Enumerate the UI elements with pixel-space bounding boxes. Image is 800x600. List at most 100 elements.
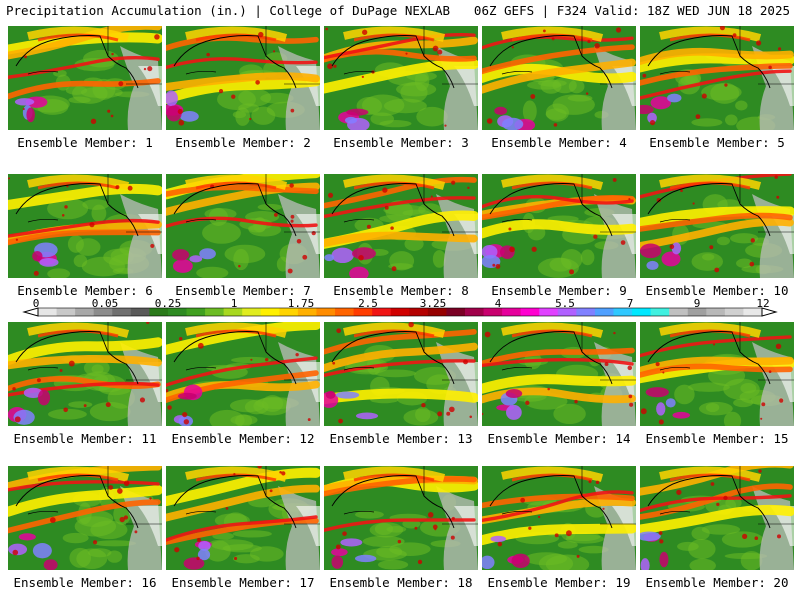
colorbar-swatch xyxy=(149,308,169,316)
colorbar-swatch xyxy=(446,308,466,316)
colorbar-tick-label: 0 xyxy=(32,297,40,310)
precip-map xyxy=(166,466,320,570)
precip-map xyxy=(324,322,478,426)
ensemble-member-label: Ensemble Member: 6 xyxy=(17,283,153,298)
ensemble-member-label: Ensemble Member: 12 xyxy=(171,431,315,446)
ensemble-member-label: Ensemble Member: 13 xyxy=(329,431,473,446)
colorbar-swatch xyxy=(650,308,670,316)
ensemble-member-label: Ensemble Member: 14 xyxy=(487,431,631,446)
colorbar-tick-label: 3.25 xyxy=(419,297,447,310)
colorbar-tick-label: 0.05 xyxy=(91,297,119,310)
precip-map xyxy=(640,322,794,426)
colorbar-tick-label: 1.75 xyxy=(287,297,315,310)
colorbar-swatch xyxy=(520,308,540,316)
run-valid-time: 06Z GEFS | F324 Valid: 18Z WED JUN 18 20… xyxy=(473,3,790,18)
ensemble-member-label: Ensemble Member: 19 xyxy=(487,575,631,590)
precip-map xyxy=(482,322,636,426)
ensemble-member-label: Ensemble Member: 7 xyxy=(175,283,311,298)
precip-map xyxy=(640,174,794,278)
colorbar-swatch xyxy=(724,308,744,316)
colorbar-swatch xyxy=(335,308,355,316)
colorbar-swatch xyxy=(56,308,76,316)
ensemble-member-map-4 xyxy=(482,26,636,130)
colorbar-swatch xyxy=(427,308,447,316)
ensemble-member-map-11 xyxy=(8,322,162,426)
colorbar-tick-label: 0.25 xyxy=(154,297,182,310)
colorbar-swatch xyxy=(75,308,95,316)
colorbar-swatch xyxy=(594,308,614,316)
colorbar-swatch xyxy=(205,308,225,316)
colorbar-swatch xyxy=(557,308,577,316)
precip-map xyxy=(482,26,636,130)
colorbar-swatch xyxy=(576,308,596,316)
precip-map xyxy=(324,26,478,130)
map-title: Precipitation Accumulation (in.) | Colle… xyxy=(6,3,451,18)
colorbar-tick-label: 2.5 xyxy=(358,297,378,310)
colorbar-swatch xyxy=(223,308,243,316)
precip-map xyxy=(640,26,794,130)
ensemble-member-map-19 xyxy=(482,466,636,570)
colorbar-swatch xyxy=(632,308,652,316)
precip-map xyxy=(166,26,320,130)
ensemble-member-map-7 xyxy=(166,174,320,278)
colorbar-swatch xyxy=(316,308,336,316)
ensemble-member-map-3 xyxy=(324,26,478,130)
ensemble-member-map-10 xyxy=(640,174,794,278)
colorbar-swatch xyxy=(93,308,113,316)
precip-map xyxy=(8,466,162,570)
ensemble-member-map-9 xyxy=(482,174,636,278)
precip-map xyxy=(166,174,320,278)
colorbar-frame xyxy=(37,307,763,317)
ensemble-member-map-12 xyxy=(166,322,320,426)
ensemble-member-label: Ensemble Member: 2 xyxy=(175,135,311,150)
ensemble-member-map-2 xyxy=(166,26,320,130)
colorbar-swatch xyxy=(242,308,262,316)
colorbar-tick-label: 5.5 xyxy=(555,297,575,310)
ensemble-member-map-20 xyxy=(640,466,794,570)
precip-map xyxy=(324,174,478,278)
ensemble-member-label: Ensemble Member: 15 xyxy=(645,431,789,446)
precip-map xyxy=(8,174,162,278)
precipitation-colorbar xyxy=(22,307,778,317)
colorbar-swatch xyxy=(743,308,763,316)
ensemble-member-map-17 xyxy=(166,466,320,570)
colorbar-tick-label: 9 xyxy=(693,297,701,310)
colorbar-swatch xyxy=(409,308,429,316)
colorbar-swatch xyxy=(297,308,317,316)
ensemble-member-map-14 xyxy=(482,322,636,426)
precip-map xyxy=(482,466,636,570)
ensemble-member-label: Ensemble Member: 16 xyxy=(13,575,157,590)
colorbar-swatch xyxy=(464,308,485,316)
ensemble-member-map-6 xyxy=(8,174,162,278)
ensemble-member-map-5 xyxy=(640,26,794,130)
colorbar-swatch xyxy=(669,308,689,316)
ensemble-member-label: Ensemble Member: 1 xyxy=(17,135,153,150)
ensemble-member-label: Ensemble Member: 5 xyxy=(649,135,785,150)
ensemble-member-label: Ensemble Member: 20 xyxy=(645,575,789,590)
colorbar-swatch xyxy=(38,308,58,316)
precip-map xyxy=(324,466,478,570)
precip-map xyxy=(166,322,320,426)
colorbar-swatch xyxy=(372,308,392,316)
precip-map xyxy=(8,26,162,130)
colorbar-swatch xyxy=(613,308,633,316)
colorbar-swatch xyxy=(279,308,299,316)
colorbar-swatch xyxy=(260,308,280,316)
colorbar-tick-label: 1 xyxy=(230,297,238,310)
ensemble-member-label: Ensemble Member: 11 xyxy=(13,431,157,446)
ensemble-member-label: Ensemble Member: 10 xyxy=(645,283,789,298)
colorbar-swatch xyxy=(130,308,150,316)
colorbar-swatch xyxy=(706,308,726,316)
colorbar-swatch xyxy=(167,308,188,316)
colorbar-tick-label: 4 xyxy=(494,297,502,310)
colorbar-swatch xyxy=(186,308,206,316)
ensemble-member-label: Ensemble Member: 4 xyxy=(491,135,627,150)
precip-map xyxy=(640,466,794,570)
ensemble-member-map-13 xyxy=(324,322,478,426)
colorbar-swatch xyxy=(483,308,503,316)
ensemble-member-map-18 xyxy=(324,466,478,570)
ensemble-member-label: Ensemble Member: 8 xyxy=(333,283,469,298)
colorbar-swatch xyxy=(687,308,707,316)
colorbar-swatch xyxy=(112,308,132,316)
colorbar-tick-label: 7 xyxy=(626,297,634,310)
